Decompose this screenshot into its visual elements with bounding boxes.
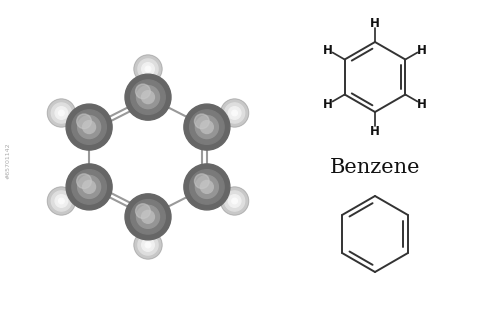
Circle shape	[145, 242, 151, 248]
Circle shape	[125, 74, 171, 120]
Circle shape	[194, 114, 209, 129]
Circle shape	[125, 194, 171, 240]
Circle shape	[184, 164, 230, 210]
Circle shape	[232, 198, 237, 204]
Circle shape	[76, 174, 92, 188]
Text: H: H	[417, 98, 426, 110]
Circle shape	[131, 200, 165, 234]
Circle shape	[131, 80, 165, 114]
Circle shape	[48, 99, 76, 127]
Circle shape	[72, 110, 106, 144]
Circle shape	[76, 114, 92, 129]
Circle shape	[66, 104, 112, 150]
Circle shape	[82, 180, 96, 193]
Circle shape	[184, 104, 230, 150]
Circle shape	[78, 116, 100, 138]
Circle shape	[196, 175, 218, 198]
Circle shape	[136, 84, 150, 99]
Circle shape	[136, 86, 160, 109]
Circle shape	[228, 195, 241, 207]
Text: H: H	[370, 16, 380, 30]
Circle shape	[72, 170, 106, 204]
Circle shape	[232, 110, 237, 116]
Circle shape	[200, 121, 213, 134]
Circle shape	[196, 116, 218, 138]
Circle shape	[138, 235, 158, 255]
Circle shape	[142, 210, 154, 223]
Circle shape	[55, 107, 68, 119]
Circle shape	[142, 63, 154, 75]
Circle shape	[78, 175, 100, 198]
Text: Benzene: Benzene	[330, 157, 420, 176]
Circle shape	[138, 59, 158, 79]
Circle shape	[224, 191, 244, 211]
Circle shape	[134, 231, 162, 259]
Circle shape	[66, 164, 112, 210]
Circle shape	[136, 205, 160, 228]
Circle shape	[190, 170, 224, 204]
Circle shape	[224, 103, 244, 123]
Circle shape	[58, 110, 64, 116]
Text: H: H	[324, 43, 333, 56]
Circle shape	[52, 103, 72, 123]
Circle shape	[194, 174, 209, 188]
Circle shape	[134, 55, 162, 83]
Circle shape	[142, 91, 154, 104]
Text: #65701142: #65701142	[6, 143, 10, 179]
Text: H: H	[417, 43, 426, 56]
Circle shape	[55, 195, 68, 207]
Circle shape	[52, 191, 72, 211]
Circle shape	[48, 187, 76, 215]
Circle shape	[190, 110, 224, 144]
Circle shape	[220, 99, 248, 127]
Circle shape	[200, 180, 213, 193]
Circle shape	[58, 198, 64, 204]
Circle shape	[136, 204, 150, 218]
Circle shape	[145, 66, 151, 72]
Circle shape	[82, 121, 96, 134]
Circle shape	[228, 107, 241, 119]
Circle shape	[142, 239, 154, 251]
Text: H: H	[370, 125, 380, 137]
Circle shape	[220, 187, 248, 215]
Text: H: H	[324, 98, 333, 110]
